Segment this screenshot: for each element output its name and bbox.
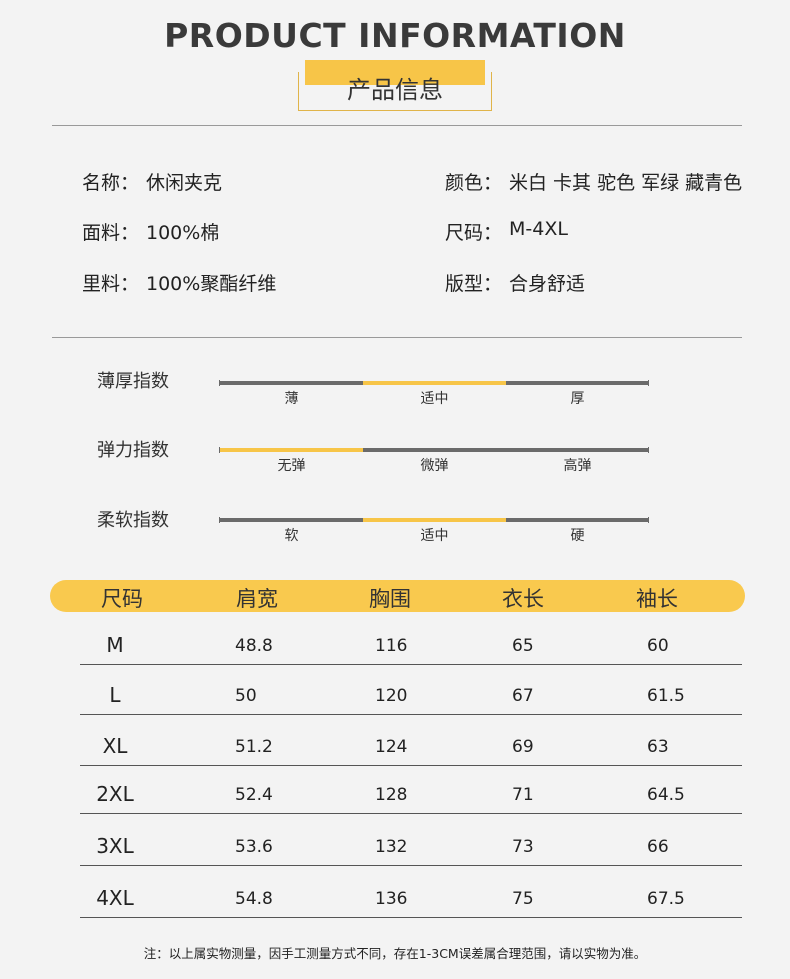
info-label: 尺码：	[445, 222, 503, 244]
table-header-bg	[50, 580, 745, 612]
index-name: 薄厚指数	[97, 371, 169, 392]
size-cell: M	[106, 633, 124, 657]
divider	[52, 125, 742, 126]
measure-cell: 128	[375, 785, 408, 805]
title: PRODUCT INFORMATION	[164, 16, 626, 55]
note: 注：以上属实物测量，因手工测量方式不同，存在1-3CM误差属合理范围，请以实物为…	[143, 946, 647, 961]
divider	[52, 337, 742, 338]
size-cell: 3XL	[96, 834, 134, 858]
level-label: 软	[284, 528, 299, 544]
measure-cell: 124	[375, 737, 408, 757]
level-bar-selected	[363, 518, 506, 522]
bar-end	[219, 447, 220, 453]
level-bar	[363, 448, 506, 452]
bar-end	[648, 380, 649, 386]
info-value: 休闲夹克	[146, 172, 223, 194]
row-divider	[80, 765, 742, 766]
measure-cell: 52.4	[235, 785, 273, 805]
row-divider	[80, 714, 742, 715]
info-label: 面料：	[82, 222, 140, 244]
table-header: 袖长	[636, 587, 678, 611]
size-cell: 2XL	[96, 782, 134, 806]
measure-cell: 65	[512, 636, 534, 656]
level-bar	[506, 518, 649, 522]
info-label: 版型：	[445, 273, 503, 295]
info-label: 名称：	[82, 172, 140, 194]
level-label: 微弹	[420, 458, 449, 474]
size-cell: 4XL	[96, 886, 134, 910]
measure-cell: 50	[235, 686, 257, 706]
info-value: 米白 卡其 驼色 军绿 藏青色	[509, 172, 743, 194]
measure-cell: 60	[647, 636, 669, 656]
measure-cell: 67	[512, 686, 534, 706]
info-label: 里料：	[82, 273, 140, 295]
row-divider	[80, 664, 742, 665]
row-divider	[80, 917, 742, 918]
measure-cell: 53.6	[235, 837, 273, 857]
measure-cell: 132	[375, 837, 408, 857]
level-bar	[506, 448, 649, 452]
row-divider	[80, 865, 742, 866]
info-value: M-4XL	[509, 218, 568, 240]
level-label: 无弹	[277, 458, 306, 474]
measure-cell: 51.2	[235, 737, 273, 757]
measure-cell: 66	[647, 837, 669, 857]
info-value: 100%聚酯纤维	[146, 273, 277, 295]
level-label: 硬	[570, 528, 585, 544]
size-cell: XL	[102, 734, 128, 758]
info-value: 合身舒适	[509, 273, 586, 295]
row-divider	[80, 813, 742, 814]
measure-cell: 116	[375, 636, 408, 656]
measure-cell: 75	[512, 889, 534, 909]
measure-cell: 69	[512, 737, 534, 757]
measure-cell: 71	[512, 785, 534, 805]
index-name: 弹力指数	[97, 440, 169, 461]
measure-cell: 136	[375, 889, 408, 909]
subtitle-highlight	[305, 60, 485, 85]
index-name: 柔软指数	[97, 510, 169, 531]
info-label: 颜色：	[445, 172, 503, 194]
bar-end	[219, 517, 220, 523]
level-label: 薄	[284, 391, 299, 407]
bar-end	[648, 447, 649, 453]
level-bar	[506, 381, 649, 385]
subtitle: 产品信息	[347, 76, 443, 104]
level-bar	[220, 518, 363, 522]
level-label: 适中	[420, 391, 449, 407]
level-bar-selected	[363, 381, 506, 385]
subtitle-frame	[298, 72, 492, 111]
table-header: 肩宽	[236, 587, 278, 611]
measure-cell: 48.8	[235, 636, 273, 656]
level-bar	[220, 381, 363, 385]
info-value: 100%棉	[146, 222, 220, 244]
measure-cell: 73	[512, 837, 534, 857]
measure-cell: 61.5	[647, 686, 685, 706]
bar-end	[648, 517, 649, 523]
size-cell: L	[109, 683, 121, 707]
table-header: 衣长	[502, 587, 544, 611]
table-header: 尺码	[101, 587, 143, 611]
measure-cell: 54.8	[235, 889, 273, 909]
level-bar-selected	[220, 448, 363, 452]
level-label: 厚	[570, 391, 585, 407]
measure-cell: 63	[647, 737, 669, 757]
measure-cell: 67.5	[647, 889, 685, 909]
measure-cell: 64.5	[647, 785, 685, 805]
table-header: 胸围	[369, 587, 411, 611]
bar-end	[219, 380, 220, 386]
level-label: 适中	[420, 528, 449, 544]
measure-cell: 120	[375, 686, 408, 706]
level-label: 高弹	[563, 458, 592, 474]
